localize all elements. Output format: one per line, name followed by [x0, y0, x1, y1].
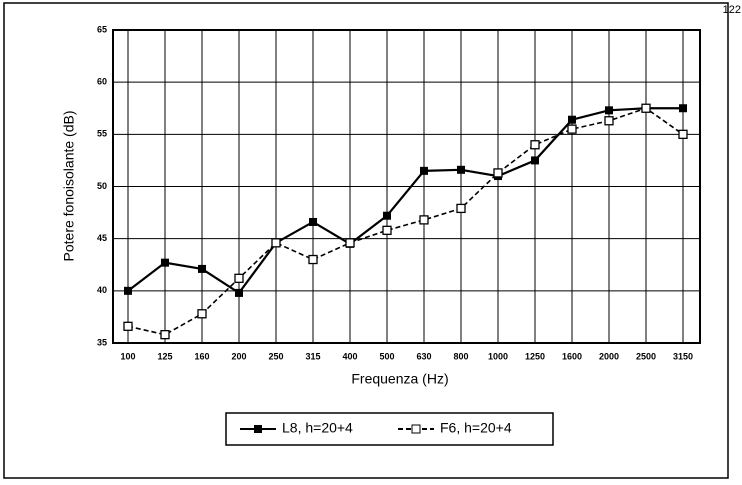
marker	[567, 124, 577, 134]
x-tick-label: 2500	[636, 351, 656, 361]
legend-label: L8, h=20+4	[282, 420, 353, 436]
x-tick-label: 400	[342, 351, 357, 361]
x-tick-label: 1600	[562, 351, 582, 361]
y-tick-label: 60	[97, 77, 107, 87]
marker	[271, 238, 281, 248]
x-tick-label: 250	[268, 351, 283, 361]
marker	[198, 264, 206, 273]
marker	[531, 156, 539, 165]
y-tick-label: 55	[97, 129, 107, 139]
marker	[641, 103, 651, 113]
x-axis-label: Frequenza (Hz)	[351, 371, 448, 387]
y-tick-label: 40	[97, 285, 107, 295]
marker	[234, 273, 244, 283]
series-line	[127, 107, 684, 336]
x-tick-label: 125	[157, 351, 172, 361]
marker	[419, 215, 429, 225]
legend-marker	[254, 425, 262, 433]
y-tick-label: 45	[97, 233, 107, 243]
y-tick-label: 35	[97, 337, 107, 347]
marker	[161, 258, 169, 267]
marker	[530, 140, 540, 150]
y-axis-label: Potere fonoisolante (dB)	[61, 111, 77, 262]
marker	[678, 129, 688, 139]
x-tick-label: 800	[453, 351, 468, 361]
page-number: 122	[723, 4, 741, 16]
legend-marker	[411, 424, 421, 434]
legend	[225, 412, 554, 446]
marker	[604, 116, 614, 126]
outer-border	[3, 2, 729, 479]
marker	[493, 168, 503, 178]
marker	[420, 166, 428, 175]
marker	[308, 254, 318, 265]
x-tick-label: 1250	[525, 351, 545, 361]
x-tick-label: 315	[305, 351, 320, 361]
marker	[309, 217, 317, 226]
x-tick-label: 200	[231, 351, 246, 361]
marker	[457, 165, 465, 174]
marker	[123, 321, 133, 331]
y-tick-label: 65	[97, 24, 107, 34]
marker	[235, 288, 243, 297]
y-tick-label: 50	[97, 181, 107, 191]
marker	[568, 115, 576, 124]
x-tick-label: 100	[120, 351, 135, 361]
marker	[382, 225, 392, 235]
x-tick-label: 630	[416, 351, 431, 361]
marker	[383, 211, 391, 220]
x-tick-label: 500	[379, 351, 394, 361]
marker	[124, 286, 132, 295]
marker	[160, 330, 170, 340]
x-tick-label: 3150	[673, 351, 693, 361]
x-tick-label: 2000	[599, 351, 619, 361]
series-line	[127, 107, 683, 295]
legend-label: F6, h=20+4	[440, 420, 512, 436]
marker	[605, 106, 613, 115]
marker	[345, 238, 355, 248]
x-tick-label: 160	[194, 351, 209, 361]
marker	[679, 104, 687, 113]
marker	[456, 203, 466, 214]
marker	[197, 309, 207, 319]
x-tick-label: 1000	[488, 351, 508, 361]
